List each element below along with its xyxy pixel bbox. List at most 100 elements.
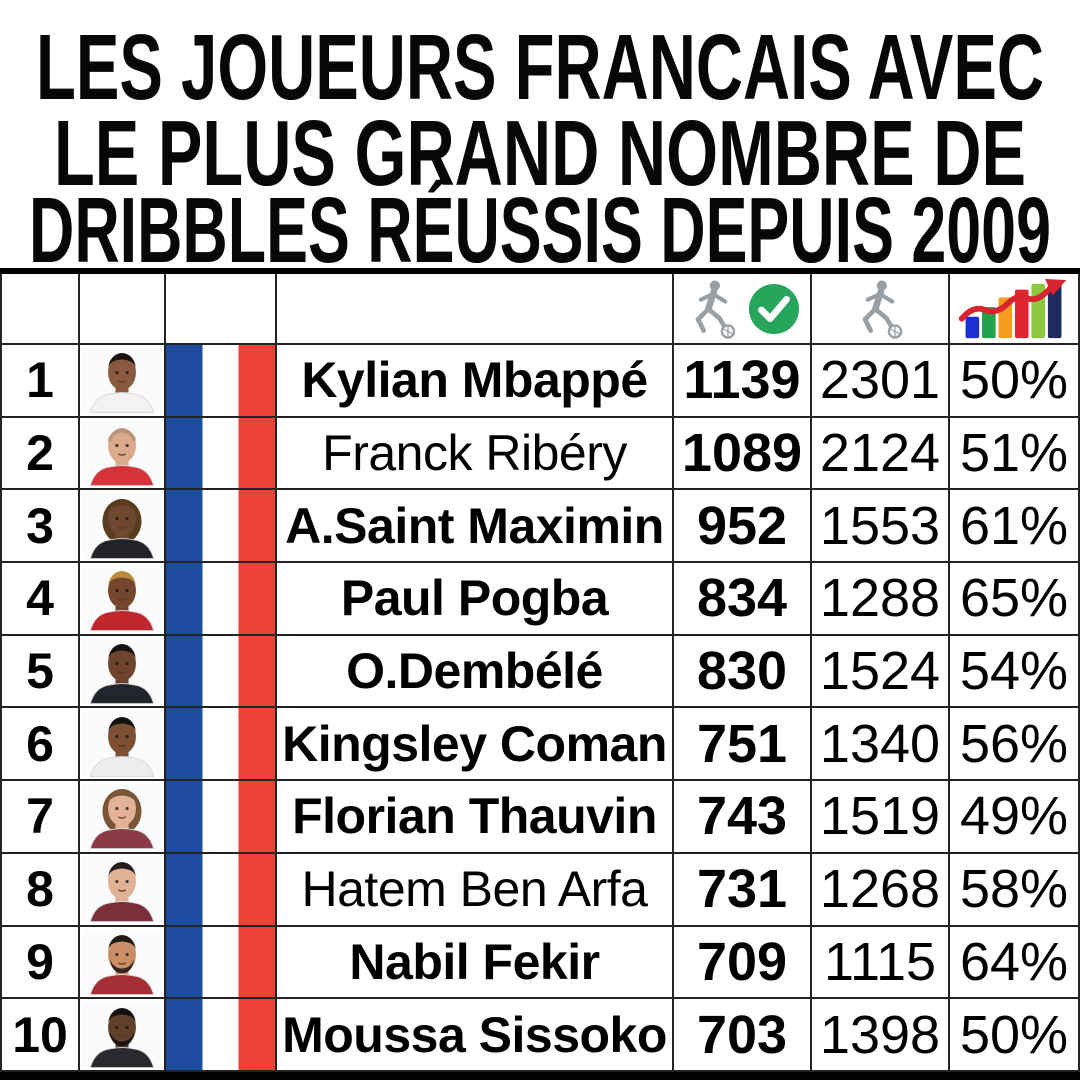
table-top-border	[0, 268, 1080, 274]
player-headshot	[82, 1001, 162, 1068]
red-trend-arrow-icon	[958, 286, 1052, 322]
successful-dribbles-value: 1139	[674, 345, 812, 418]
rank-number: 7	[26, 788, 54, 845]
french-flag-stripes	[166, 999, 277, 1072]
rank-number: 6	[26, 715, 54, 772]
kingsley-coman-photo	[80, 708, 166, 782]
table-row: 4 Paul Pogba 834 1288 65%	[0, 563, 1080, 636]
player-headshot	[82, 347, 162, 414]
ousmane-dembele-photo	[80, 635, 166, 709]
rank-number: 10	[12, 1006, 68, 1063]
header-success-rate-cell	[950, 274, 1080, 345]
moussa-sissoko-photo	[80, 999, 166, 1072]
table-row: 10 Moussa Sissoko 703 1398 50%	[0, 999, 1080, 1072]
rank-cell: 5	[0, 635, 80, 709]
rank-cell: 7	[0, 781, 80, 854]
player-name: Florian Thauvin	[277, 781, 674, 854]
hatem-ben-arfa-photo	[80, 853, 166, 927]
player-name: Moussa Sissoko	[277, 999, 674, 1072]
success-rate-value: 64%	[950, 926, 1080, 1000]
french-flag-stripes	[166, 853, 277, 927]
footballer-dribbling-icon	[862, 279, 903, 339]
player-name: Kylian Mbappé	[277, 345, 674, 418]
attempted-dribbles-value: 1519	[812, 781, 950, 854]
player-name: A.Saint Maximin	[277, 490, 674, 564]
attempted-dribbles-value: 1524	[812, 635, 950, 709]
rank-number: 9	[26, 933, 54, 990]
attempted-dribbles-value: 2124	[812, 417, 950, 491]
player-name: Hatem Ben Arfa	[277, 853, 674, 927]
french-flag-stripes	[166, 708, 277, 782]
kylian-mbappe-photo	[80, 345, 166, 418]
franck-ribery-photo	[80, 417, 166, 491]
success-rate-value: 56%	[950, 708, 1080, 782]
successful-dribbles-value: 1089	[674, 417, 812, 491]
title-line-3: DRIBBLES RÉUSSIS DEPUIS 2009	[29, 178, 1051, 268]
player-headshot	[82, 638, 162, 705]
player-headshot	[82, 929, 162, 995]
french-flag-stripes	[166, 926, 277, 1000]
header-player-cell	[277, 274, 674, 345]
rank-cell: 8	[0, 853, 80, 927]
attempted-dribbles-value: 1115	[812, 926, 950, 1000]
footballer-dribbling-icon	[695, 279, 736, 339]
success-rate-value: 54%	[950, 635, 1080, 709]
french-flag-stripes	[166, 563, 277, 636]
player-name: Kingsley Coman	[277, 708, 674, 782]
attempted-dribbles-value: 1553	[812, 490, 950, 564]
success-rate-value: 58%	[950, 853, 1080, 927]
french-flag-stripes	[166, 490, 277, 564]
successful-dribbles-header-icon	[684, 278, 800, 340]
table-row: 3 A.Saint Maximin 952 1553 61%	[0, 490, 1080, 564]
rank-number: 5	[26, 643, 54, 700]
successful-dribbles-value: 834	[674, 563, 812, 636]
header-flag-cell	[166, 274, 277, 345]
french-flag-stripes	[166, 417, 277, 491]
table-header-row	[0, 274, 1080, 345]
player-name: Nabil Fekir	[277, 926, 674, 1000]
successful-dribbles-value: 731	[674, 853, 812, 927]
success-rate-value: 65%	[950, 563, 1080, 636]
header-photo-cell	[80, 274, 166, 345]
rank-number: 4	[26, 570, 54, 627]
success-rate-value: 50%	[950, 999, 1080, 1072]
player-headshot	[82, 856, 162, 923]
header-attempted-dribbles-cell	[812, 274, 950, 345]
attempted-dribbles-value: 1340	[812, 708, 950, 782]
table-row: 5 O.Dembélé 830 1524 54%	[0, 635, 1080, 709]
player-headshot	[82, 565, 162, 632]
player-headshot	[82, 783, 162, 850]
attempted-dribbles-value: 1398	[812, 999, 950, 1072]
header-successful-dribbles-cell	[674, 274, 812, 345]
ranking-table: 1 Kylian Mbappé 1139 2301 50% 2 Franck R…	[0, 268, 1080, 1080]
paul-pogba-photo	[80, 563, 166, 636]
table-row: 7 Florian Thauvin 743 1519 49%	[0, 781, 1080, 854]
rank-cell: 9	[0, 926, 80, 1000]
poster-title: LES JOUEURS FRANCAIS AVEC LE PLUS GRAND …	[29, 15, 1051, 268]
french-flag-stripes	[166, 781, 277, 854]
successful-dribbles-value: 751	[674, 708, 812, 782]
player-headshot	[82, 493, 162, 559]
success-rate-value: 61%	[950, 490, 1080, 564]
rank-number: 1	[26, 352, 54, 409]
green-check-circle-icon	[748, 283, 800, 334]
rank-number: 2	[26, 425, 54, 482]
success-rate-value: 51%	[950, 417, 1080, 491]
table-row: 2 Franck Ribéry 1089 2124 51%	[0, 417, 1080, 491]
successful-dribbles-value: 703	[674, 999, 812, 1072]
attempted-dribbles-value: 2301	[812, 345, 950, 418]
player-headshot	[82, 420, 162, 487]
table-row: 9 Nabil Fekir 709 1115 64%	[0, 926, 1080, 1000]
french-flag-stripes	[166, 345, 277, 418]
title-line-1: LES JOUEURS FRANCAIS AVEC	[36, 15, 1044, 119]
florian-thauvin-photo	[80, 781, 166, 854]
successful-dribbles-value: 743	[674, 781, 812, 854]
success-rate-value: 49%	[950, 781, 1080, 854]
player-name: Paul Pogba	[277, 563, 674, 636]
player-name: O.Dembélé	[277, 635, 674, 709]
rank-cell: 10	[0, 999, 80, 1072]
rank-cell: 4	[0, 563, 80, 636]
rank-number: 3	[26, 497, 54, 554]
nabil-fekir-photo	[80, 926, 166, 1000]
